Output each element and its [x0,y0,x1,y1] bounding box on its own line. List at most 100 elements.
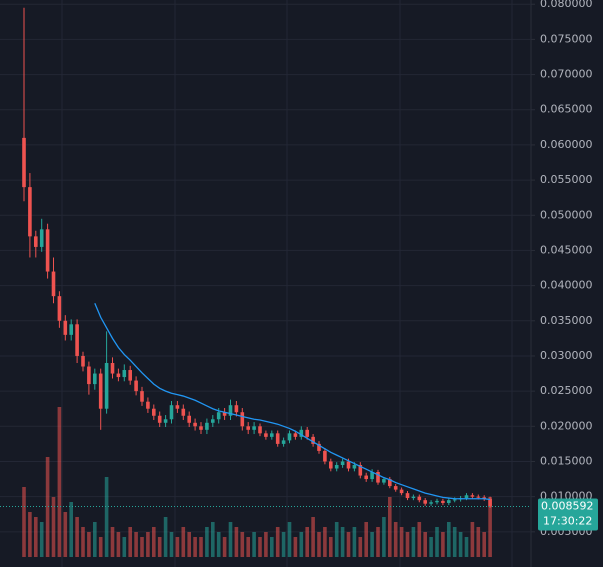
candle-body [234,405,239,413]
volume-bar [87,532,91,557]
candle-body [51,271,56,297]
volume-bar [435,527,439,557]
volume-bar [81,527,85,557]
volume-bar [57,407,62,557]
volume-bar [110,527,115,557]
volume-bar [393,522,398,557]
volume-bar [376,527,380,557]
volume-bar [264,532,268,557]
volume-bar [39,522,44,557]
volume-bar [352,527,357,557]
y-tick-label: 0.045000 [540,243,593,256]
volume-bar [488,497,492,557]
volume-bar [175,537,180,557]
candle-body [393,486,398,490]
candle-body [98,373,103,409]
candle-body [364,475,368,480]
candle-body [258,426,262,434]
candle-body [39,229,44,247]
volume-bar [399,527,404,557]
volume-bar [287,522,292,557]
candle-body [81,355,85,367]
volume-bar [305,527,309,557]
volume-bar [93,522,97,557]
candle-body [246,426,250,430]
last-price-box [538,498,598,531]
candle-body [340,461,345,465]
last-price-label: 0.008592 [541,500,594,513]
volume-bar [258,537,262,557]
candle-body [122,370,127,378]
last-time-label: 17:30:22 [543,515,592,528]
volume-bar [323,527,327,557]
volume-bar [45,457,50,557]
volume-bar [482,532,486,557]
volume-bar [157,537,162,557]
candle-body [240,412,245,427]
candle-body [22,137,26,188]
y-tick-label: 0.025000 [540,384,593,397]
volume-bar [228,522,233,557]
volume-bar [34,517,38,557]
volume-bar [193,537,197,557]
volume-bar [63,512,68,557]
candle-body [104,362,109,409]
volume-bar [216,532,221,557]
volume-bar [181,527,186,557]
volume-bar [281,532,286,557]
volume-bar [405,532,410,557]
volume-bar [104,477,109,557]
volume-bar [116,532,121,557]
volume-bar [464,537,469,557]
volume-bar [311,517,315,557]
candle-body [323,450,327,462]
volume-bar [411,527,416,557]
volume-bar [346,532,351,557]
volume-bar [388,497,392,557]
candle-body [270,433,274,437]
y-tick-label: 0.055000 [540,173,593,186]
volume-bar [334,522,339,557]
y-tick-label: 0.060000 [540,138,593,151]
volume-bar [69,502,73,557]
volume-bar [470,522,475,557]
candle-body [175,405,180,409]
candle-body [329,461,333,469]
candle-body [69,324,73,335]
candle-body [376,472,380,483]
volume-bar [317,532,321,557]
candle-body [346,461,351,469]
moving-average [94,302,491,501]
volume-bar [187,532,191,557]
candle-body [28,187,32,237]
candle-body [299,429,304,437]
candle-body [128,370,132,381]
candle-body [435,500,439,503]
candle-body [163,419,168,423]
candle-body [211,419,215,423]
candle-body [45,229,50,272]
volume-bar [75,517,79,557]
candle-body [417,496,422,501]
candle-body [199,426,203,430]
y-tick-label: 0.030000 [540,349,593,362]
volume-bar [417,522,422,557]
candle-body [388,479,392,487]
candle-body [169,405,174,420]
volume-bar [270,537,274,557]
candle-body [157,415,162,423]
candle-body [57,296,62,321]
candle-body [63,320,68,335]
volume-bar [358,537,363,557]
candle-body [352,464,357,469]
volume-bar [246,537,250,557]
candle-body [293,433,298,437]
candle-body [87,366,91,385]
y-tick-label: 0.040000 [540,279,593,292]
candle-body [181,408,186,416]
volume-bar [140,537,144,557]
y-tick-label: 0.070000 [540,68,593,81]
